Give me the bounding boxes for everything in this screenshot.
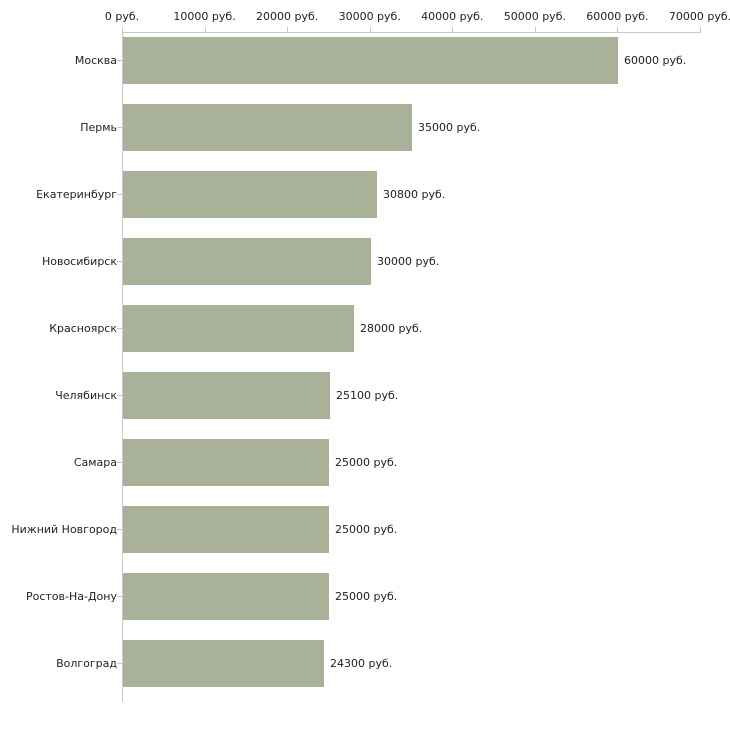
x-tick-mark bbox=[617, 27, 619, 33]
category-tick bbox=[117, 462, 122, 463]
bar bbox=[123, 573, 329, 620]
category-tick bbox=[117, 395, 122, 396]
x-tick-mark bbox=[204, 27, 206, 33]
bar-row: Москва 60000 руб. bbox=[0, 33, 730, 100]
bar-row: Красноярск 28000 руб. bbox=[0, 301, 730, 368]
bar bbox=[123, 37, 618, 84]
x-tick-mark bbox=[700, 27, 701, 33]
category-label: Екатеринбург bbox=[36, 188, 117, 201]
category-tick bbox=[117, 261, 122, 262]
x-tick-label: 0 руб. bbox=[104, 10, 140, 23]
bar bbox=[123, 305, 354, 352]
category-tick bbox=[117, 596, 122, 597]
value-label: 25100 руб. bbox=[336, 389, 399, 402]
value-label: 25000 руб. bbox=[335, 590, 398, 603]
category-label: Красноярск bbox=[49, 322, 117, 335]
bar-row: Екатеринбург 30800 руб. bbox=[0, 167, 730, 234]
x-tick-mark bbox=[287, 27, 289, 33]
value-label: 25000 руб. bbox=[335, 456, 398, 469]
bar-row: Новосибирск 30000 руб. bbox=[0, 234, 730, 301]
bar bbox=[123, 238, 371, 285]
bar bbox=[123, 506, 329, 553]
category-tick bbox=[117, 328, 122, 329]
value-label: 30800 руб. bbox=[383, 188, 446, 201]
value-label: 28000 руб. bbox=[360, 322, 423, 335]
bar-row: Самара 25000 руб. bbox=[0, 435, 730, 502]
x-tick-mark bbox=[122, 27, 123, 33]
value-label: 35000 руб. bbox=[418, 121, 481, 134]
bar bbox=[123, 372, 330, 419]
category-label: Самара bbox=[73, 456, 117, 469]
bar bbox=[123, 439, 329, 486]
bar-row: Нижний Новгород 25000 руб. bbox=[0, 502, 730, 569]
category-label: Новосибирск bbox=[41, 255, 117, 268]
x-tick-label: 20000 руб. bbox=[256, 10, 319, 23]
value-label: 60000 руб. bbox=[624, 54, 687, 67]
bar-row: Ростов-На-Дону 25000 руб. bbox=[0, 569, 730, 636]
bar bbox=[123, 104, 412, 151]
category-tick bbox=[117, 194, 122, 195]
x-tick-mark bbox=[534, 27, 536, 33]
bars-area: Москва 60000 руб. Пермь 35000 руб. Екатеринб… bbox=[0, 33, 730, 703]
x-tick-mark bbox=[452, 27, 454, 33]
x-tick-mark bbox=[369, 27, 371, 33]
category-label: Нижний Новгород bbox=[11, 523, 117, 536]
category-label: Пермь bbox=[80, 121, 117, 134]
category-label: Ростов-На-Дону bbox=[25, 590, 117, 603]
x-tick-label: 10000 руб. bbox=[173, 10, 236, 23]
x-tick-label: 50000 руб. bbox=[503, 10, 566, 23]
category-tick bbox=[117, 529, 122, 530]
value-label: 25000 руб. bbox=[335, 523, 398, 536]
x-axis-line bbox=[122, 32, 701, 33]
bar-row: Волгоград 24300 руб. bbox=[0, 636, 730, 703]
bar bbox=[123, 640, 324, 687]
category-label: Челябинск bbox=[55, 389, 117, 402]
x-tick-label: 60000 руб. bbox=[586, 10, 649, 23]
bar-row: Челябинск 25100 руб. bbox=[0, 368, 730, 435]
x-tick-label: 70000 руб. bbox=[668, 10, 730, 23]
category-label: Москва bbox=[74, 54, 117, 67]
category-tick bbox=[117, 60, 122, 61]
bar-row: Пермь 35000 руб. bbox=[0, 100, 730, 167]
value-label: 30000 руб. bbox=[377, 255, 440, 268]
value-label: 24300 руб. bbox=[330, 657, 393, 670]
category-label: Волгоград bbox=[56, 657, 117, 670]
category-tick bbox=[117, 663, 122, 664]
x-tick-label: 40000 руб. bbox=[421, 10, 484, 23]
y-axis-line bbox=[122, 32, 123, 702]
category-tick bbox=[117, 127, 122, 128]
bar bbox=[123, 171, 377, 218]
x-tick-label: 30000 руб. bbox=[338, 10, 401, 23]
